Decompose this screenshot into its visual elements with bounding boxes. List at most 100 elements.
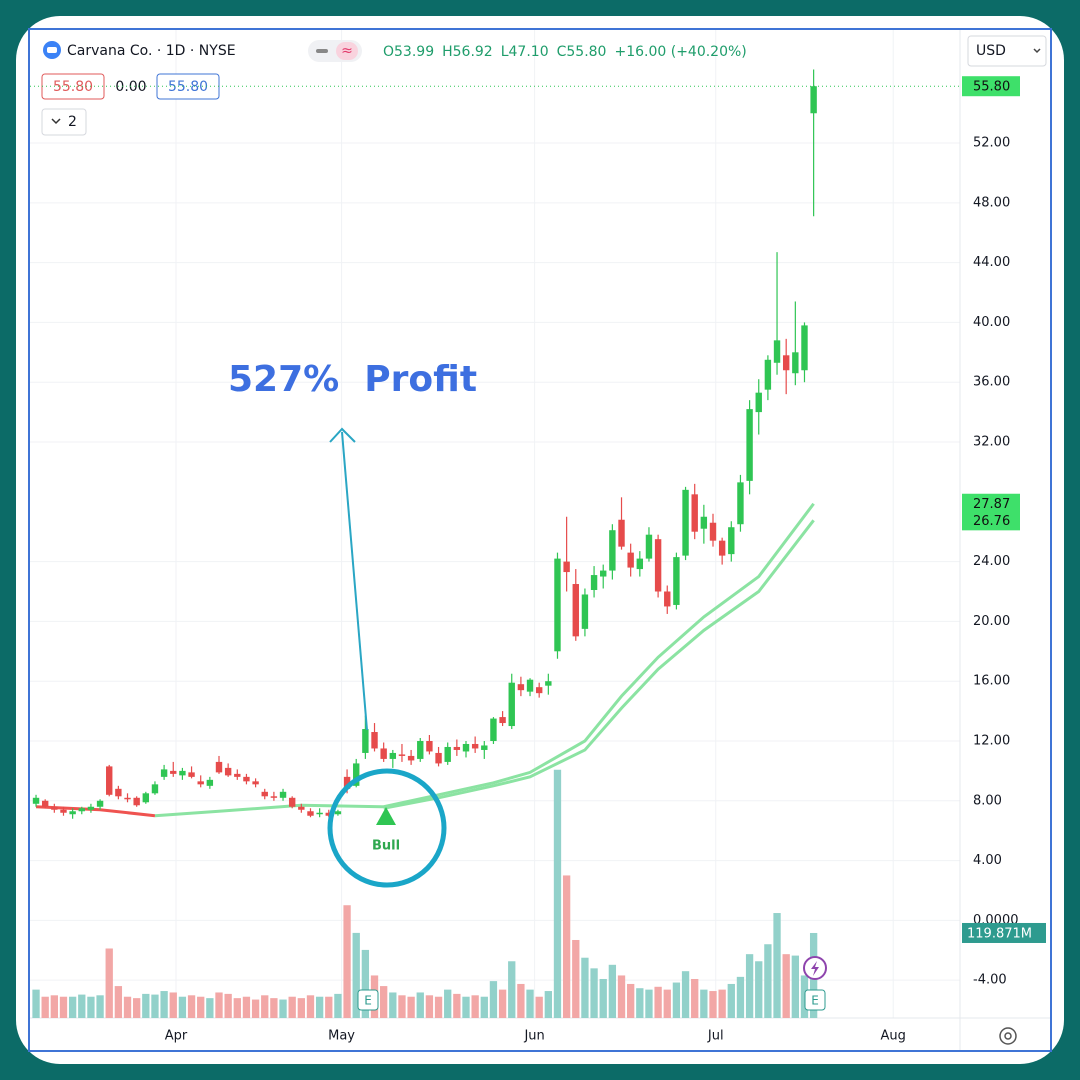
candle-body: [398, 754, 406, 756]
candle-body: [371, 732, 378, 749]
candle-body: [590, 575, 598, 591]
candle-body: [78, 808, 85, 812]
earnings-marker[interactable]: [804, 989, 826, 1011]
volume-bar: [315, 996, 324, 1018]
volume-bar: [800, 975, 809, 1018]
volume-bar: [755, 961, 763, 1018]
candle-body: [728, 527, 735, 555]
y-tick-label: 4.00: [973, 853, 1002, 868]
earnings-marker[interactable]: [357, 989, 379, 1011]
volume-bar: [627, 983, 635, 1018]
candle-body: [334, 811, 342, 815]
symbol-title[interactable]: Carvana Co. · 1D · NYSE: [67, 43, 236, 59]
volume-bar: [78, 994, 86, 1018]
settings-icon-center: [1004, 1032, 1012, 1040]
volume-bar: [489, 981, 498, 1018]
candle-body: [764, 359, 772, 390]
candle-body: [508, 682, 515, 727]
ma-label-box: [962, 510, 1020, 531]
price-labels: 55.80 27.87 26.76 119.871M: [30, 76, 1046, 943]
y-tick-label: 24.00: [973, 554, 1010, 569]
volume-bar: [782, 954, 790, 1018]
volume-bar: [215, 992, 223, 1018]
candle-body: [801, 325, 808, 371]
volume-bar: [352, 932, 360, 1018]
volume-bar: [288, 996, 296, 1018]
candle-body: [325, 812, 332, 816]
volume-bar: [59, 996, 68, 1018]
candle-body: [810, 86, 817, 114]
y-tick-label: 20.00: [973, 614, 1010, 629]
candle-body: [700, 516, 708, 529]
candle-body: [554, 558, 561, 652]
volume-bar: [224, 993, 232, 1018]
candle-body: [572, 584, 579, 637]
volume-bar: [691, 978, 699, 1018]
volume-bar: [178, 996, 187, 1018]
volume-bar: [773, 913, 781, 1018]
volume-layer: [32, 769, 818, 1018]
ma-label-box: [962, 493, 1020, 514]
volume-bar: [581, 957, 589, 1018]
y-tick-label: 44.00: [973, 255, 1010, 270]
x-tick-label: May: [328, 1029, 355, 1044]
candle-body: [490, 718, 497, 741]
volume-bar: [727, 983, 735, 1018]
candle-body: [170, 770, 177, 774]
volume-bar: [745, 954, 754, 1018]
volume-bar: [114, 986, 123, 1018]
candle-body: [737, 482, 744, 525]
candle-body: [307, 811, 314, 816]
y-tick-label: 16.00: [973, 674, 1010, 689]
volume-bar: [425, 995, 434, 1018]
volume-bar: [407, 996, 415, 1018]
volume-bar: [791, 955, 799, 1018]
indicator-value: 0.00: [115, 79, 146, 95]
last-price-label-box: [962, 76, 1020, 97]
candle-body: [718, 540, 726, 556]
volume-bar: [251, 999, 260, 1018]
candle-body: [563, 561, 570, 573]
candle-body: [471, 743, 479, 749]
chevron: [51, 118, 61, 125]
indicator-toggle[interactable]: [41, 108, 87, 136]
indicator-value: 55.80: [53, 79, 93, 95]
highlight-circle: [327, 768, 447, 888]
candle-body: [435, 752, 442, 764]
bull-label: Bull: [372, 839, 400, 854]
candle-body: [545, 681, 552, 686]
candle-body: [124, 797, 131, 800]
currency-button[interactable]: [967, 35, 1047, 67]
candle-body: [609, 530, 616, 571]
candle-body: [362, 729, 369, 753]
ma-label: 27.87: [973, 497, 1010, 512]
volume-label: 119.871M: [967, 926, 1032, 941]
candle-body: [206, 779, 214, 786]
ohlc-item: +16.00 (+40.20%): [614, 44, 746, 60]
ohlc-item: H56.92: [442, 44, 493, 60]
candle-body: [32, 797, 40, 804]
settings-icon[interactable]: [999, 1027, 1017, 1045]
axis-layer: 52.00 48.00 44.00 40.00 36.00 32.00 24.00 20.00…: [165, 136, 1019, 1044]
volume-bar: [187, 995, 196, 1018]
candle-body: [526, 679, 534, 692]
candle-body: [673, 557, 680, 605]
volume-bar: [480, 996, 488, 1018]
earnings-label: E: [364, 994, 372, 1008]
y-tick-label: 8.00: [973, 793, 1002, 808]
volume-bar: [261, 995, 269, 1018]
candle-body: [453, 746, 461, 750]
x-tick-label: Aug: [881, 1029, 906, 1044]
volume-bar: [718, 989, 726, 1018]
volume-bar: [389, 992, 397, 1018]
candle-body: [654, 539, 662, 592]
volume-bar: [572, 939, 580, 1018]
chart-frame: [28, 28, 1052, 1052]
volume-bar: [535, 996, 543, 1018]
volume-bar: [663, 989, 671, 1018]
candle-body: [417, 740, 424, 759]
volume-bar: [68, 996, 77, 1018]
volume-bar: [96, 995, 104, 1018]
last-price-label: 55.80: [973, 80, 1010, 95]
